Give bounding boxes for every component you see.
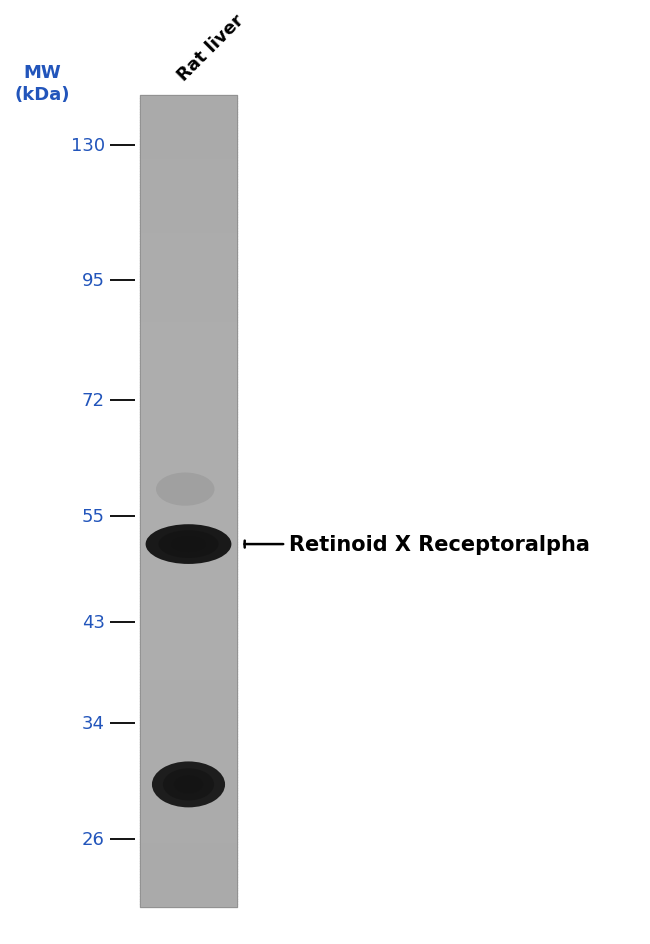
Text: 55: 55 [82, 507, 105, 525]
Ellipse shape [172, 536, 205, 552]
Bar [140, 96, 237, 906]
Ellipse shape [156, 473, 214, 506]
Text: Retinoid X Receptoralpha: Retinoid X Receptoralpha [289, 534, 590, 554]
Text: 26: 26 [82, 830, 105, 848]
Ellipse shape [174, 775, 203, 794]
Ellipse shape [152, 762, 225, 807]
Ellipse shape [146, 525, 231, 565]
Text: 72: 72 [82, 391, 105, 409]
Text: 95: 95 [82, 272, 105, 290]
Ellipse shape [163, 768, 214, 801]
Text: 43: 43 [82, 614, 105, 632]
Text: 34: 34 [82, 715, 105, 733]
Text: Rat liver: Rat liver [174, 11, 247, 85]
Text: MW
(kDa): MW (kDa) [14, 64, 70, 104]
Ellipse shape [159, 531, 218, 559]
Text: 130: 130 [70, 137, 105, 155]
